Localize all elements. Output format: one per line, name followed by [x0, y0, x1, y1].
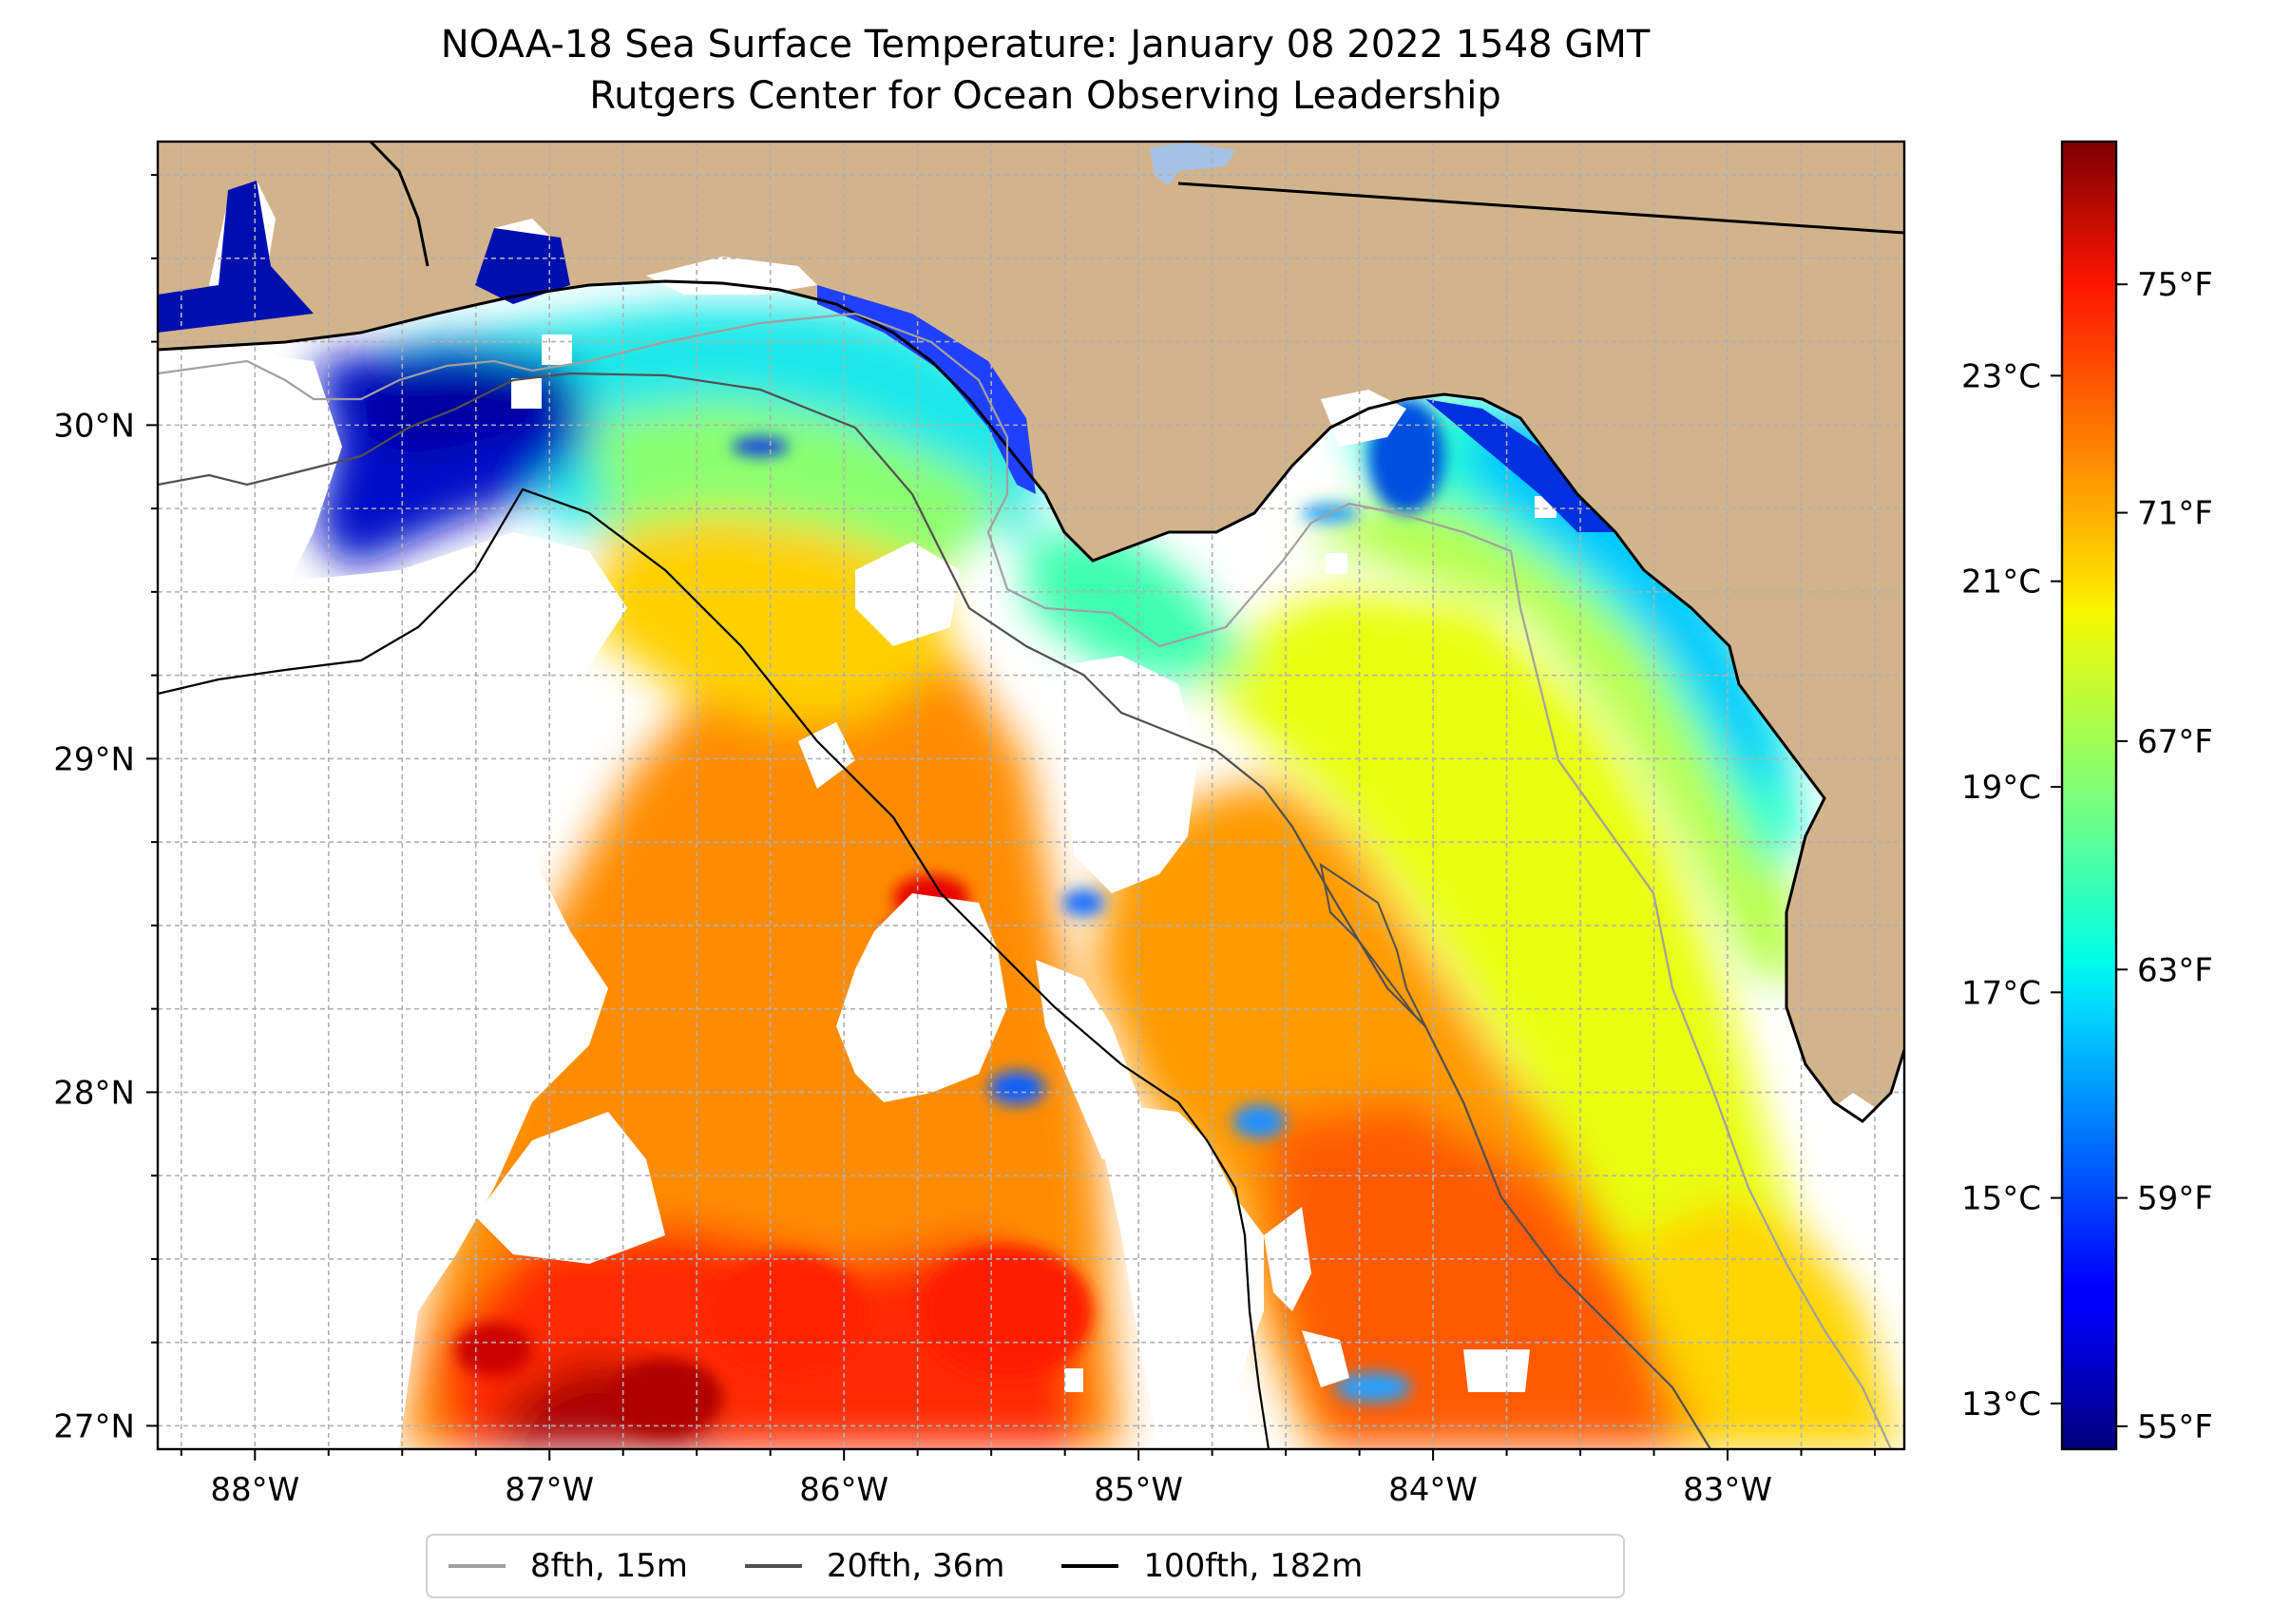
legend-label-8fth: 8fth, 15m	[530, 1547, 688, 1585]
chart-title: NOAA-18 Sea Surface Temperature: January…	[440, 23, 1651, 67]
colorbar-f-label: 55°F	[2137, 1408, 2213, 1446]
lon-tick-label: 86°W	[799, 1471, 888, 1509]
isobath-8fth	[158, 312, 1892, 1449]
legend-item-20fth: 20fth, 36m	[744, 1547, 1005, 1585]
legend-swatch-8fth	[449, 1564, 506, 1568]
legend-swatch-100fth	[1061, 1564, 1119, 1568]
colorbar-f-label: 63°F	[2137, 951, 2213, 989]
colorbar-f-label: 67°F	[2137, 723, 2213, 761]
isobath-20fth	[158, 372, 1711, 1449]
lon-tick-label: 87°W	[505, 1471, 594, 1509]
colorbar-gradient	[2062, 142, 2116, 1449]
chart-subtitle: Rutgers Center for Ocean Observing Leade…	[589, 74, 1501, 118]
map-axes-ticks: 88°W 87°W 86°W 85°W 84°W 83°W 30°N 29°N 28°N 27°N	[53, 174, 1877, 1509]
lon-tick-label: 84°W	[1388, 1471, 1478, 1509]
colorbar-frame	[2060, 140, 2118, 1451]
legend-item-8fth: 8fth, 15m	[449, 1547, 688, 1585]
lat-tick-label: 27°N	[53, 1407, 135, 1445]
isobath-100fth	[158, 487, 1270, 1449]
shoal-contour	[1319, 862, 1426, 1027]
colorbar-c-label: 13°C	[1961, 1385, 2041, 1423]
map-frame	[156, 140, 1906, 1451]
colorbar-c-label: 17°C	[1961, 974, 2041, 1012]
lat-tick-label: 30°N	[53, 407, 135, 445]
legend-label-20fth: 20fth, 36m	[826, 1547, 1005, 1585]
colorbar-f-label: 59°F	[2137, 1180, 2213, 1218]
sst-field	[158, 304, 1900, 1449]
lon-tick-label: 85°W	[1094, 1471, 1183, 1509]
legend-label-100fth: 100fth, 182m	[1143, 1547, 1364, 1585]
legend-swatch-20fth	[744, 1564, 802, 1568]
graticule	[158, 142, 1904, 1449]
lat-tick-label: 28°N	[53, 1074, 135, 1112]
colorbar-c-label: 19°C	[1961, 769, 2041, 807]
colorbar-c-label: 23°C	[1961, 357, 2041, 395]
cold-nearshore-band	[158, 181, 1615, 532]
colorbar-f-label: 71°F	[2137, 495, 2213, 533]
legend-item-100fth: 100fth, 182m	[1061, 1547, 1363, 1585]
lon-tick-label: 88°W	[210, 1471, 299, 1509]
colorbar: 75°F 71°F 67°F 63°F 59°F 55°F 23°C 21°C 19°C 17°C…	[1961, 140, 2213, 1451]
state-boundary	[1177, 182, 1904, 235]
colorbar-c-label: 15°C	[1961, 1180, 2041, 1218]
lon-tick-label: 83°W	[1683, 1471, 1772, 1509]
coastline	[158, 279, 1904, 1123]
colorbar-f-label: 75°F	[2137, 266, 2213, 304]
state-boundary-west	[369, 142, 430, 267]
colorbar-c-label: 21°C	[1961, 564, 2041, 602]
lat-tick-label: 29°N	[53, 740, 135, 778]
isobath-legend: 8fth, 15m 20fth, 36m 100fth, 182m	[426, 1534, 1625, 1598]
